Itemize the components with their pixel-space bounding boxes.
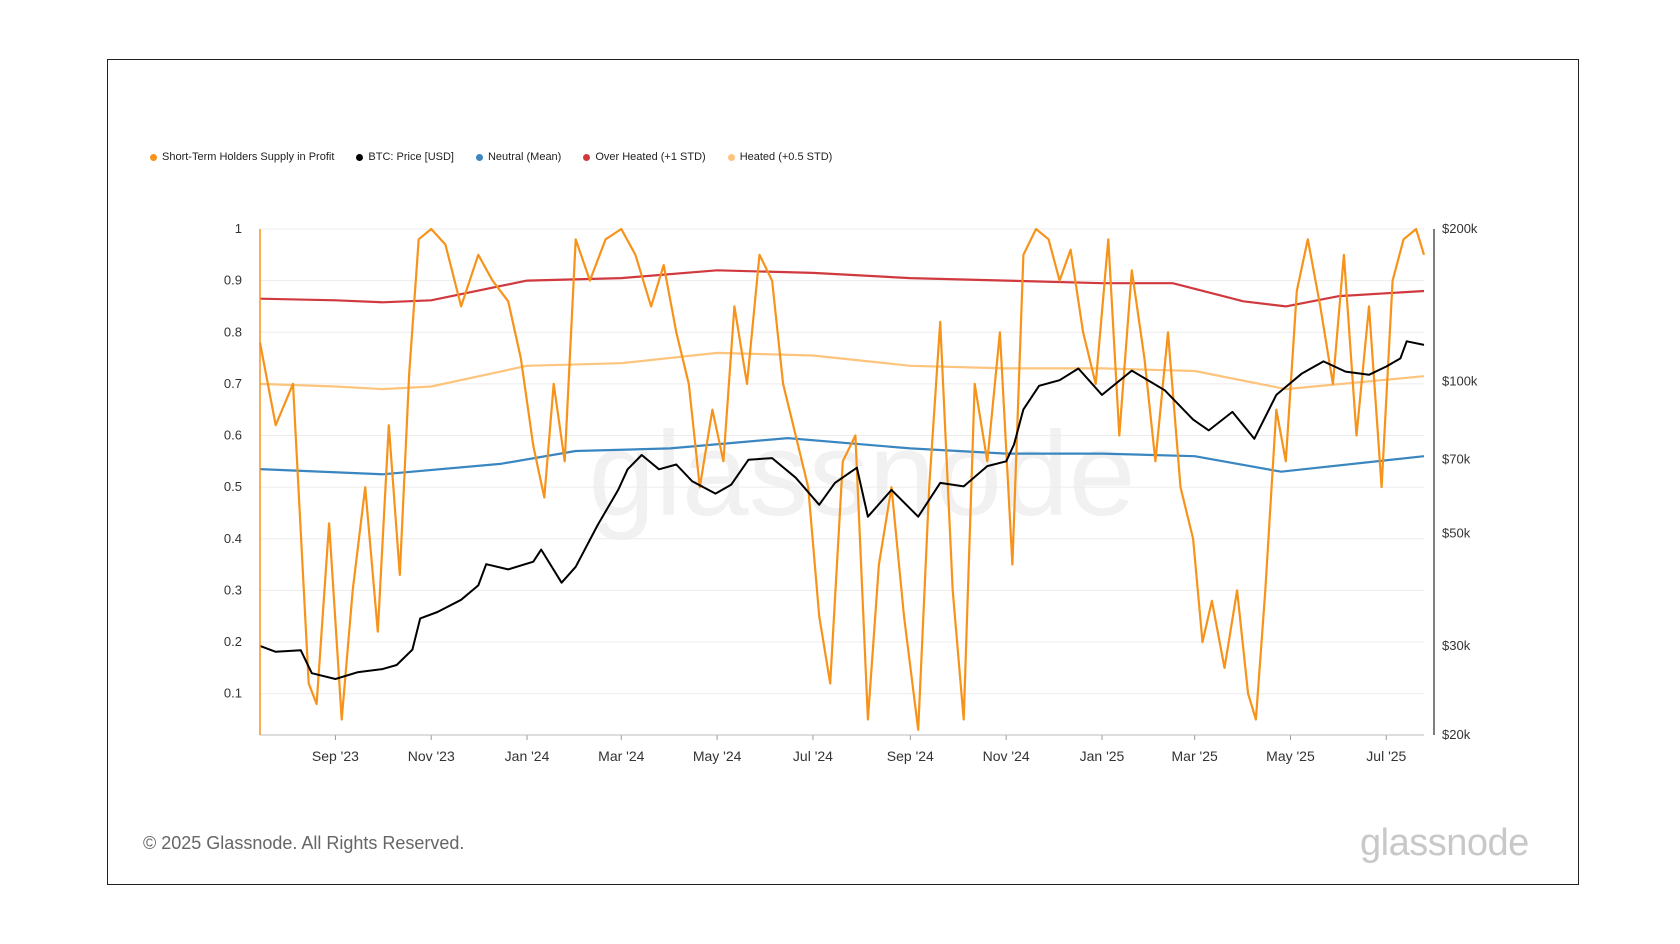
- legend-label: Short-Term Holders Supply in Profit: [162, 151, 335, 163]
- y-left-tick-label: 0.5: [224, 479, 242, 494]
- legend-label: Neutral (Mean): [487, 151, 562, 163]
- x-tick-label: Jan '24: [505, 748, 550, 764]
- x-tick-label: Sep '23: [312, 748, 359, 764]
- series-line-sth-supply: [258, 227, 1426, 731]
- x-tick-label: Mar '24: [598, 748, 644, 764]
- y-left-tick-label: 1: [235, 221, 242, 236]
- legend-label: Over Heated (+1 STD): [595, 151, 706, 163]
- brand-logo: glassnode: [1360, 822, 1529, 864]
- watermark-text: glassnode: [588, 407, 1135, 541]
- legend-item-over-heated[interactable]: Over Heated (+1 STD): [583, 151, 706, 163]
- x-tick-label: Mar '25: [1172, 748, 1218, 764]
- legend-dot-icon: [150, 153, 157, 161]
- series-line-heated: [259, 351, 1425, 391]
- series-line-neutral: [259, 437, 1425, 476]
- x-tick-label: May '24: [693, 748, 742, 764]
- x-tick-label: Sep '24: [887, 748, 934, 764]
- legend-label: BTC: Price [USD]: [368, 151, 454, 163]
- y-left-tick-label: 0.6: [224, 428, 242, 443]
- series-line-btc-price: [259, 340, 1425, 680]
- y-left-tick-label: 0.9: [224, 273, 242, 288]
- y-left-tick-label: 0.8: [224, 324, 242, 339]
- legend-item-heated[interactable]: Heated (+0.5 STD): [727, 151, 833, 163]
- series-line-over-heated: [259, 269, 1425, 308]
- copyright-text: © 2025 Glassnode. All Rights Reserved.: [143, 833, 465, 853]
- legend: Short-Term Holders Supply in Profit BTC:…: [150, 151, 832, 163]
- x-tick-label: Nov '24: [983, 748, 1030, 764]
- y-left-tick-label: 0.7: [224, 376, 242, 391]
- y-left-tick-label: 0.3: [224, 582, 242, 597]
- x-tick-label: Jan '25: [1080, 748, 1125, 764]
- y-left-tick-label: 0.2: [224, 634, 242, 649]
- y-left-tick-label: 0.4: [224, 531, 242, 546]
- x-tick-label: Jul '24: [793, 748, 833, 764]
- legend-label: Heated (+0.5 STD): [739, 151, 833, 163]
- y-right-tick-label: $50k: [1442, 526, 1471, 541]
- y-right-tick-label: $70k: [1442, 452, 1471, 467]
- y-left-tick-label: 0.1: [224, 686, 242, 701]
- x-tick-label: May '25: [1266, 748, 1315, 764]
- y-right-tick-label: $30k: [1442, 638, 1471, 653]
- legend-dot-icon: [583, 153, 591, 161]
- y-right-tick-label: $100k: [1442, 373, 1478, 388]
- legend-dot-icon: [356, 153, 364, 161]
- legend-item-neutral[interactable]: Neutral (Mean): [475, 151, 562, 163]
- y-right-tick-label: $20k: [1442, 727, 1471, 742]
- legend-item-btc-price[interactable]: BTC: Price [USD]: [356, 151, 454, 163]
- x-tick-label: Jul '25: [1366, 748, 1406, 764]
- legend-dot-icon: [727, 153, 735, 161]
- legend-item-sth-supply[interactable]: Short-Term Holders Supply in Profit: [150, 151, 334, 163]
- y-right-tick-label: $200k: [1442, 221, 1478, 236]
- legend-dot-icon: [475, 153, 483, 161]
- x-tick-label: Nov '23: [408, 748, 455, 764]
